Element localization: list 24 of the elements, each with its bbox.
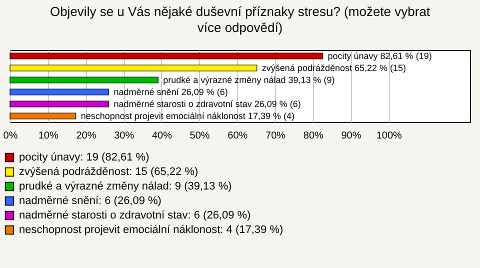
x-tick-label: 0%: [3, 130, 18, 142]
text: nadměrné starosti o zdravotní stav: 6 (26,09 %): [19, 210, 251, 222]
x-tick-label: 70%: [266, 130, 286, 142]
text: prudké a výrazné změny nálad: 9 (39,13 %): [19, 180, 232, 192]
x-tick-label: 50%: [190, 130, 210, 142]
x-tick-label: 40%: [152, 130, 172, 142]
chart-title: Objevily se u Vás nějaké duševní příznaky stresu? (možete vybrat více odpovědí): [50, 4, 430, 35]
x-tick-label: 100%: [376, 130, 402, 142]
x-tick-label: 90%: [341, 130, 362, 142]
category-label: zvýšená podrážděnost 65,22 % (15): [262, 63, 406, 73]
text: nadměrné snění: 6 (26,09 %): [19, 195, 162, 207]
x-tick-label: 10%: [38, 130, 58, 142]
x-tick-label: 80%: [303, 130, 324, 142]
x-tick-label: 60%: [228, 130, 248, 142]
category-label: pocity únavy 82,61 % (19): [328, 51, 432, 61]
category-label: neschopnost projevit emociální náklonost 17,39 % (4): [80, 111, 294, 121]
category-label: nadměrné starosti o zdravotní stav 26,09 % (6): [114, 99, 301, 109]
x-tick-label: 20%: [76, 130, 96, 142]
text: zvýšená podrážděnost: 15 (65,22 %): [19, 166, 198, 178]
x-tick-label: 30%: [114, 130, 134, 142]
text: pocity únavy: 19 (82,61 %): [19, 152, 150, 164]
category-label: nadměrné snění 26,09 % (6): [114, 87, 228, 97]
text: neschopnost projevit emociální náklonost: 4 (17,39 %): [19, 224, 284, 236]
category-label: prudké a výrazné změny nálad 39,13 % (9): [163, 75, 335, 85]
